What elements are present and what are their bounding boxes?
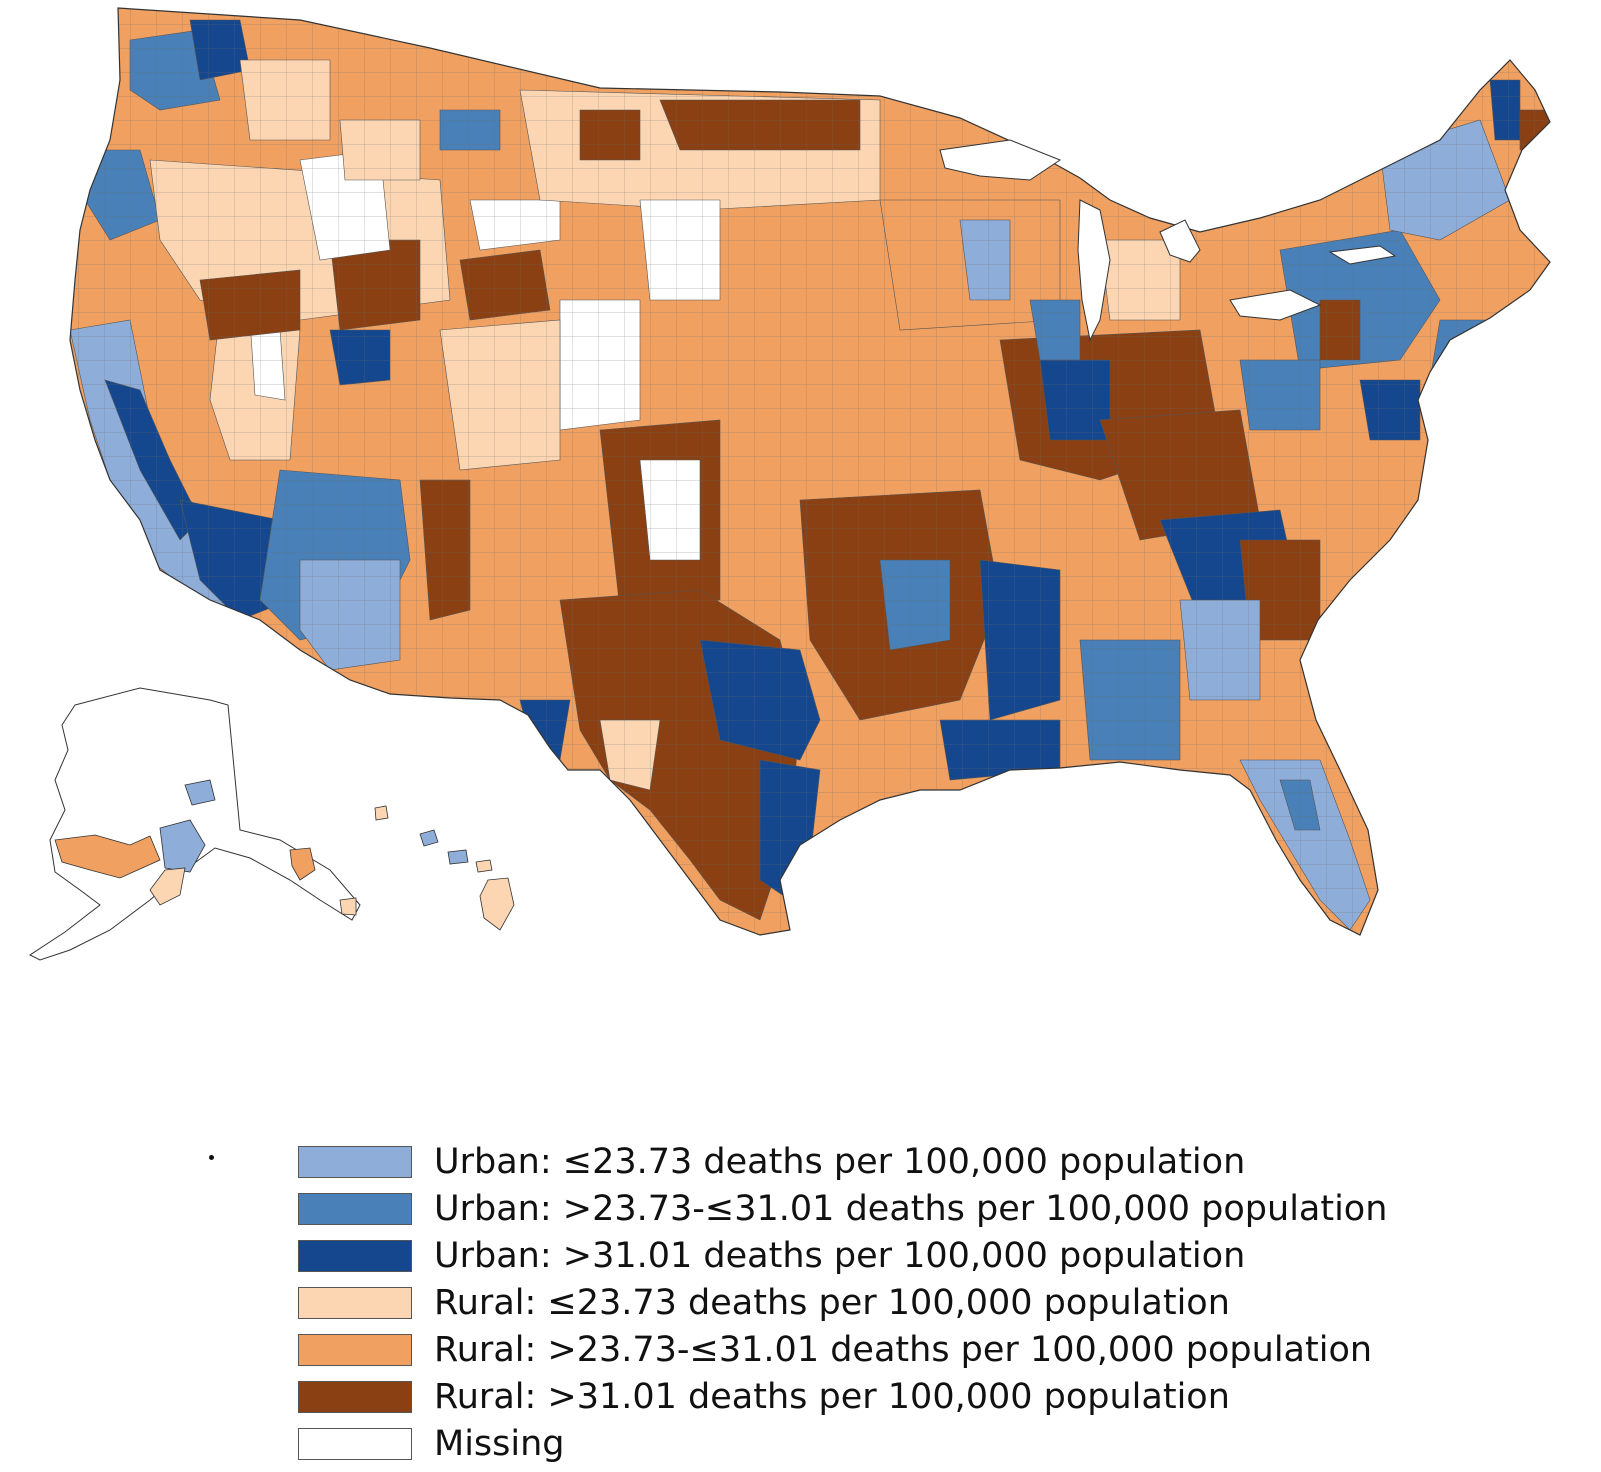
- contiguous-us-outline: [69, 7, 1551, 936]
- legend-swatch: [298, 1334, 412, 1366]
- hawaii: [374, 805, 515, 931]
- us-county-choropleth-map: [28, 7, 1551, 961]
- legend-swatch: [298, 1428, 412, 1460]
- great-lakes: [939, 139, 1397, 342]
- legend-label: Urban: >23.73-≤31.01 deaths per 100,000 …: [434, 1189, 1388, 1229]
- legend-label: Missing: [434, 1424, 565, 1464]
- stray-dot-marker: [209, 1155, 214, 1160]
- alaska: [28, 687, 361, 961]
- legend-swatch: [298, 1381, 412, 1413]
- legend-label: Rural: >23.73-≤31.01 deaths per 100,000 …: [434, 1330, 1373, 1370]
- legend-label: Urban: >31.01 deaths per 100,000 populat…: [434, 1236, 1246, 1276]
- legend-label: Rural: >31.01 deaths per 100,000 populat…: [434, 1377, 1230, 1417]
- contiguous-us-counties: [70, 8, 1550, 935]
- legend-swatch: [298, 1240, 412, 1272]
- legend-label: Urban: ≤23.73 deaths per 100,000 populat…: [434, 1142, 1246, 1182]
- legend-swatch: [298, 1287, 412, 1319]
- legend-swatch: [298, 1193, 412, 1225]
- legend-swatch: [298, 1146, 412, 1178]
- legend-label: Rural: ≤23.73 deaths per 100,000 populat…: [434, 1283, 1230, 1323]
